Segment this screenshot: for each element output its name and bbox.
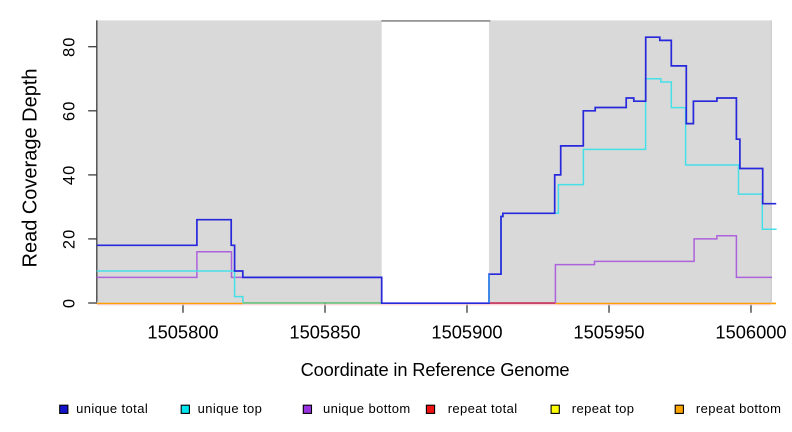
svg-text:repeat total: repeat total [448, 401, 518, 416]
svg-text:1505850: 1505850 [289, 321, 360, 342]
svg-text:40: 40 [61, 165, 79, 186]
svg-text:80: 80 [61, 36, 79, 57]
svg-text:0: 0 [61, 298, 79, 308]
svg-text:1506000: 1506000 [715, 321, 786, 342]
svg-text:unique top: unique top [198, 401, 263, 416]
svg-text:1505800: 1505800 [147, 321, 218, 342]
svg-text:Read Coverage Depth: Read Coverage Depth [20, 68, 42, 267]
svg-text:repeat bottom: repeat bottom [696, 401, 781, 416]
svg-text:unique total: unique total [76, 401, 148, 416]
svg-text:Coordinate in Reference Genome: Coordinate in Reference Genome [301, 359, 570, 380]
svg-text:20: 20 [61, 229, 79, 250]
svg-text:unique bottom: unique bottom [323, 401, 411, 416]
svg-text:1505900: 1505900 [431, 321, 502, 342]
svg-text:repeat top: repeat top [572, 401, 635, 416]
svg-text:60: 60 [61, 101, 79, 122]
svg-text:1505950: 1505950 [573, 321, 644, 342]
